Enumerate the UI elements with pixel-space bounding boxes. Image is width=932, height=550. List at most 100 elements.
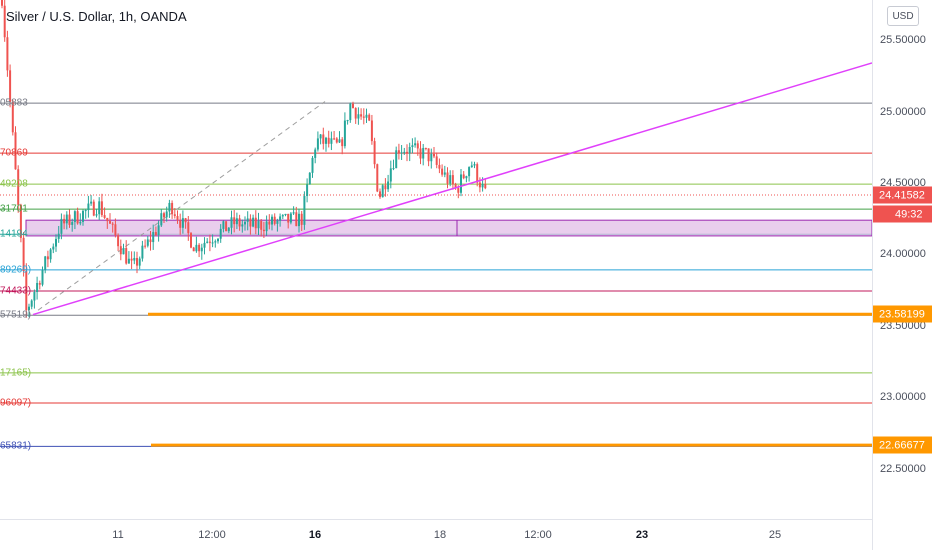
level-value-label: 57519) xyxy=(0,309,32,321)
candle-body xyxy=(52,246,55,250)
candle-body xyxy=(141,245,144,259)
level-value-label: 89269) xyxy=(0,264,32,276)
candle-body xyxy=(424,147,427,149)
candle-body xyxy=(79,221,82,224)
candle-body xyxy=(136,257,138,266)
candle-body xyxy=(406,151,408,154)
currency-button[interactable]: USD xyxy=(887,6,919,26)
candle-body xyxy=(109,221,111,224)
candle-body xyxy=(481,183,484,188)
candle-body xyxy=(36,282,39,293)
candle-body xyxy=(60,218,63,234)
candle-body xyxy=(384,185,387,190)
y-tick-label: 22.50000 xyxy=(880,462,926,475)
candle-body xyxy=(176,216,179,221)
candle-body xyxy=(225,221,228,232)
candle-body xyxy=(190,233,192,248)
dashed-trend-line xyxy=(37,101,326,311)
level-value-label: 96097) xyxy=(0,397,32,409)
level-value-label: 74433) xyxy=(0,285,32,297)
candle-body xyxy=(203,242,206,248)
candle-body xyxy=(63,218,66,224)
x-tick-label: 11 xyxy=(112,529,124,541)
price-axis-separator xyxy=(872,0,873,550)
candle-body xyxy=(144,245,147,247)
y-tick-label: 23.00000 xyxy=(880,391,926,404)
candle-body xyxy=(173,214,176,217)
y-tick-label: 23.50000 xyxy=(880,319,926,332)
candle-body xyxy=(392,168,395,170)
candle-body xyxy=(117,235,120,247)
candle-body xyxy=(55,238,57,247)
candle-body xyxy=(476,164,479,183)
candle-body xyxy=(373,141,376,165)
countdown-tag: 49:32 xyxy=(873,205,932,223)
candle-body xyxy=(217,238,219,242)
candle-body xyxy=(165,211,168,218)
candle-body xyxy=(303,196,306,225)
candle-body xyxy=(95,214,98,216)
candle-body xyxy=(430,153,433,162)
candle-body xyxy=(314,149,317,158)
candle-body xyxy=(168,202,171,212)
candle-body xyxy=(325,137,327,144)
candle-body xyxy=(354,108,357,119)
candle-body xyxy=(343,120,346,147)
x-tick-label: 12:00 xyxy=(524,529,552,541)
candle-body xyxy=(181,218,184,228)
candle-body xyxy=(446,172,449,184)
candle-body xyxy=(279,216,282,221)
candle-body xyxy=(241,224,244,227)
candle-body xyxy=(311,157,314,173)
level-value-label: 14194 xyxy=(0,228,28,240)
candle-body xyxy=(235,218,238,225)
candle-body xyxy=(262,229,265,232)
x-tick-label: 25 xyxy=(768,529,782,541)
candle-body xyxy=(319,134,322,139)
candle-body xyxy=(192,247,195,252)
candle-body xyxy=(395,150,398,169)
candle-body xyxy=(11,101,14,133)
candle-body xyxy=(333,138,336,140)
candle-body xyxy=(198,244,201,252)
x-tick-label: 18 xyxy=(433,529,447,541)
candle-body xyxy=(379,191,381,198)
candle-body xyxy=(246,218,249,222)
candle-body xyxy=(346,120,349,122)
candle-body xyxy=(271,216,273,225)
candle-body xyxy=(460,174,462,193)
candle-body xyxy=(357,114,360,119)
orange-price-tag: 22.66677 xyxy=(873,436,932,454)
candle-body xyxy=(160,213,163,226)
candle-body xyxy=(46,256,49,260)
candle-body xyxy=(146,239,149,246)
candle-body xyxy=(365,114,368,118)
candle-body xyxy=(268,221,271,225)
candle-body xyxy=(65,214,68,224)
level-value-label: 49208 xyxy=(0,178,28,190)
candle-body xyxy=(130,258,133,261)
candle-body xyxy=(71,222,74,225)
candle-body xyxy=(287,213,290,223)
candle-body xyxy=(414,143,417,146)
candle-body xyxy=(73,211,76,223)
candle-body xyxy=(465,176,468,179)
candle-body xyxy=(362,116,365,118)
candle-body xyxy=(214,241,217,243)
candle-body xyxy=(349,103,352,121)
candle-body xyxy=(206,241,209,243)
candle-body xyxy=(244,221,246,225)
candle-body xyxy=(273,216,276,224)
candle-body xyxy=(322,134,325,144)
candle-body xyxy=(454,184,457,189)
candle-body xyxy=(219,228,222,239)
y-tick-label: 25.50000 xyxy=(880,34,926,47)
candle-body xyxy=(44,256,47,271)
candle-body xyxy=(76,211,79,224)
candle-body xyxy=(449,175,452,184)
candle-body xyxy=(411,145,414,148)
candle-body xyxy=(370,120,373,142)
candle-body xyxy=(30,300,33,307)
candle-body xyxy=(195,244,198,252)
